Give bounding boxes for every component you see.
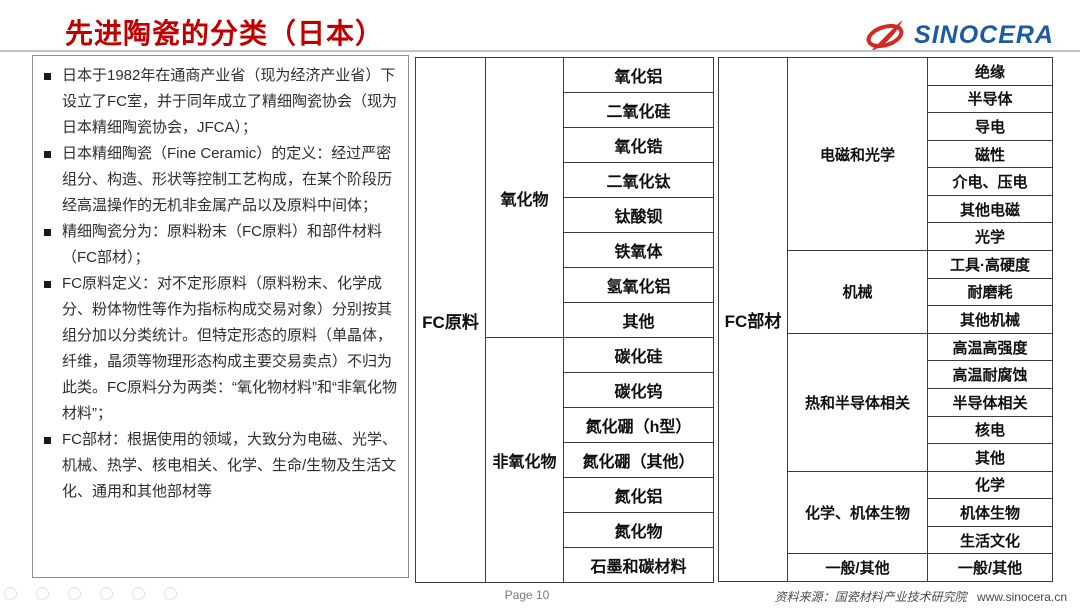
footer-tool-icon-6[interactable]	[164, 587, 177, 600]
bullet-text: 日本精细陶瓷（Fine Ceramic）的定义：经过严密组分、构造、形状等控制工…	[62, 145, 393, 214]
item-cell: 耐磨耗	[927, 277, 1053, 307]
sinocera-logo-icon	[866, 20, 904, 51]
sinocera-logo: SINOCERA	[864, 16, 1054, 54]
electromagnetic-optical-group-cell: 电磁和光学	[787, 56, 928, 252]
square-bullet-icon	[44, 437, 51, 444]
fc-parts-root-cell: FC部材	[718, 57, 788, 582]
bullet-item: FC原料定义：对不定形原料（原料粉末、化学成分、粉体物性等作为指标构成交易对象）…	[41, 271, 400, 427]
square-bullet-icon	[44, 229, 51, 236]
item-cell: 工具·高硬度	[927, 250, 1053, 279]
item-cell: 铁氧体	[563, 232, 714, 268]
item-cell: 氢氧化铝	[563, 267, 714, 303]
fc-raw-material-table: FC原料 氧化物 氧化铝 二氧化硅 氧化锆 二氧化钛 钛酸钡 铁氧体 氢氧化铝 …	[415, 57, 714, 583]
bullet-text: FC部材：根据使用的领域，大致分为电磁、光学、机械、热学、核电相关、化学、生命/…	[62, 431, 397, 500]
source-attribution: 资料来源：国瓷材料产业技术研究院 www.sinocera.cn	[775, 588, 1067, 605]
item-cell: 化学	[927, 470, 1053, 500]
bullet-text: FC原料定义：对不定形原料（原料粉末、化学成分、粉体物性等作为指标构成交易对象）…	[62, 275, 397, 422]
item-cell: 碳化硅	[563, 337, 714, 373]
fc-raw-root-cell: FC原料	[415, 57, 486, 583]
item-cell: 氮化硼（h型）	[563, 407, 714, 443]
item-cell: 机体生物	[927, 498, 1053, 527]
footer-tool-icon-4[interactable]	[100, 587, 113, 600]
item-cell: 高温高强度	[927, 332, 1053, 362]
item-cell: 钛酸钡	[563, 197, 714, 233]
square-bullet-icon	[44, 151, 51, 158]
page-title: 先进陶瓷的分类（日本）	[65, 18, 385, 49]
footer-tool-icon-1[interactable]	[4, 587, 17, 600]
item-cell: 氧化铝	[563, 57, 714, 93]
item-cell: 氮化物	[563, 512, 714, 548]
item-cell: 氧化锆	[563, 127, 714, 163]
footer-tool-icon-2[interactable]	[36, 587, 49, 600]
oxide-group-cell: 氧化物	[485, 57, 564, 338]
item-cell: 生活文化	[927, 525, 1053, 555]
general-other-group-cell: 一般/其他	[787, 553, 928, 582]
item-cell: 一般/其他	[927, 553, 1053, 582]
bullet-text: 日本于1982年在通商产业省（现为经济产业省）下设立了FC室，并于同年成立了精细…	[62, 67, 397, 136]
item-cell: 二氧化钛	[563, 162, 714, 198]
item-cell: 光学	[927, 222, 1053, 252]
item-cell: 二氧化硅	[563, 92, 714, 128]
item-cell: 氮化硼（其他）	[563, 442, 714, 478]
fc-parts-table: FC部材 电磁和光学 绝缘 半导体 导电 磁性 介电、压电 其他电磁 光学 机械…	[718, 56, 1053, 582]
sinocera-logo-text: SINOCERA	[914, 20, 1054, 49]
item-cell: 介电、压电	[927, 167, 1053, 196]
item-cell: 氮化铝	[563, 477, 714, 513]
item-cell: 其他机械	[927, 305, 1053, 334]
item-cell: 导电	[927, 112, 1053, 141]
footer-tool-icon-3[interactable]	[68, 587, 81, 600]
footer-toolbar	[4, 587, 177, 600]
thermal-semiconductor-group-cell: 热和半导体相关	[787, 332, 928, 472]
source-text: 资料来源：国瓷材料产业技术研究院	[774, 590, 967, 604]
item-cell: 石墨和碳材料	[563, 547, 714, 583]
non-oxide-group-cell: 非氧化物	[485, 337, 564, 583]
bullet-item: 精细陶瓷分为：原料粉末（FC原料）和部件材料（FC部材）；	[41, 219, 400, 271]
square-bullet-icon	[44, 281, 51, 288]
definitions-panel: 日本于1982年在通商产业省（现为经济产业省）下设立了FC室，并于同年成立了精细…	[32, 55, 409, 578]
page-number: Page 10	[504, 588, 550, 602]
bullet-item: 日本精细陶瓷（Fine Ceramic）的定义：经过严密组分、构造、形状等控制工…	[41, 141, 400, 219]
bullet-item: FC部材：根据使用的领域，大致分为电磁、光学、机械、热学、核电相关、化学、生命/…	[41, 427, 400, 505]
mechanical-group-cell: 机械	[787, 250, 928, 334]
website-url: www.sinocera.cn	[976, 590, 1067, 604]
square-bullet-icon	[44, 73, 51, 80]
footer-tool-icon-5[interactable]	[132, 587, 145, 600]
item-cell: 绝缘	[927, 57, 1053, 86]
item-cell: 核电	[927, 415, 1053, 445]
item-cell: 碳化钨	[563, 372, 714, 408]
item-cell: 半导体	[927, 84, 1053, 114]
item-cell: 高温耐腐蚀	[927, 360, 1053, 389]
header-divider	[0, 50, 1080, 52]
bullet-list: 日本于1982年在通商产业省（现为经济产业省）下设立了FC室，并于同年成立了精细…	[41, 63, 400, 505]
item-cell: 半导体相关	[927, 387, 1053, 417]
item-cell: 其他电磁	[927, 194, 1053, 224]
item-cell: 磁性	[927, 139, 1053, 169]
chemical-bio-group-cell: 化学、机体生物	[787, 470, 928, 555]
bullet-text: 精细陶瓷分为：原料粉末（FC原料）和部件材料（FC部材）；	[62, 223, 382, 266]
bullet-item: 日本于1982年在通商产业省（现为经济产业省）下设立了FC室，并于同年成立了精细…	[41, 63, 400, 141]
item-cell: 其他	[927, 443, 1053, 472]
item-cell: 其他	[563, 302, 714, 338]
